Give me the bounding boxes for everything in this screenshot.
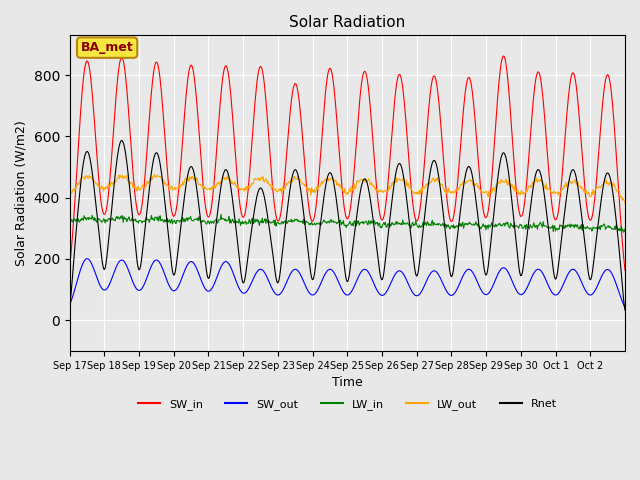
SW_out: [405, 283, 413, 289]
Line: Rnet: Rnet: [70, 141, 625, 310]
LW_out: [150, 172, 158, 178]
LW_out: [282, 180, 290, 186]
LW_in: [620, 229, 627, 235]
Rnet: [282, 217, 290, 223]
SW_in: [621, 267, 629, 273]
LW_out: [621, 200, 629, 206]
SW_out: [83, 256, 91, 262]
LW_in: [131, 217, 139, 223]
LW_in: [234, 219, 241, 225]
Rnet: [66, 303, 74, 309]
LW_out: [131, 185, 139, 191]
Rnet: [118, 138, 125, 144]
Rnet: [234, 240, 241, 246]
Rnet: [132, 244, 140, 250]
SW_in: [499, 53, 507, 59]
LW_out: [234, 182, 241, 188]
SW_out: [282, 280, 290, 286]
SW_in: [436, 108, 444, 113]
LW_in: [436, 222, 444, 228]
Rnet: [436, 186, 444, 192]
Line: SW_out: SW_out: [70, 259, 625, 308]
LW_out: [261, 177, 269, 183]
LW_in: [261, 216, 269, 222]
LW_out: [436, 180, 444, 186]
Legend: SW_in, SW_out, LW_in, LW_out, Rnet: SW_in, SW_out, LW_in, LW_out, Rnet: [134, 395, 561, 415]
Text: BA_met: BA_met: [81, 41, 134, 54]
LW_in: [621, 226, 629, 232]
Rnet: [261, 198, 269, 204]
SW_out: [621, 305, 629, 311]
SW_out: [66, 302, 74, 308]
LW_out: [66, 192, 74, 198]
LW_in: [405, 222, 413, 228]
SW_in: [282, 167, 289, 172]
SW_in: [131, 190, 139, 196]
SW_in: [233, 171, 241, 177]
SW_in: [66, 265, 74, 271]
SW_out: [436, 275, 444, 281]
Line: LW_in: LW_in: [70, 215, 625, 232]
SW_in: [404, 152, 412, 158]
Line: LW_out: LW_out: [70, 175, 625, 203]
Y-axis label: Solar Radiation (W/m2): Solar Radiation (W/m2): [15, 120, 28, 266]
LW_in: [66, 219, 74, 225]
Title: Solar Radiation: Solar Radiation: [289, 15, 406, 30]
SW_in: [260, 82, 268, 88]
LW_in: [282, 218, 290, 224]
LW_out: [405, 185, 413, 191]
LW_in: [217, 212, 225, 217]
X-axis label: Time: Time: [332, 376, 363, 389]
SW_out: [132, 285, 140, 290]
Rnet: [621, 307, 629, 313]
Rnet: [405, 218, 413, 224]
SW_out: [234, 282, 241, 288]
Line: SW_in: SW_in: [70, 56, 625, 270]
SW_out: [261, 271, 269, 276]
